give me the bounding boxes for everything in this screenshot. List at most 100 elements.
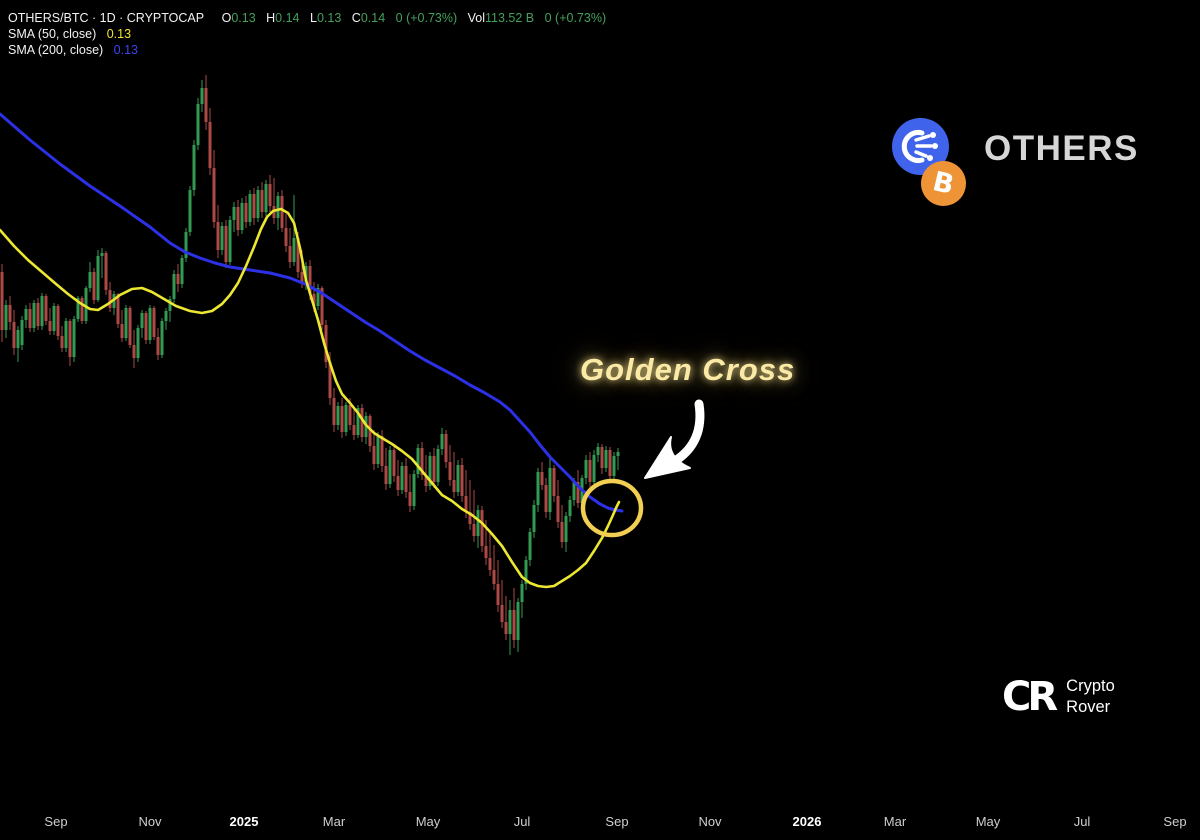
candle-body <box>512 610 516 640</box>
candle-body <box>252 194 256 218</box>
candle-body <box>420 448 424 475</box>
axis-month-label: May <box>975 814 1001 829</box>
candle-body <box>104 253 108 290</box>
candle-body <box>608 450 612 476</box>
axis-month-label: May <box>415 814 441 829</box>
candle-body <box>68 321 72 357</box>
candle-body <box>460 465 464 496</box>
candle-body <box>344 405 348 432</box>
close-label: C <box>351 11 361 25</box>
candle-body <box>528 532 532 560</box>
candle-body <box>48 321 52 331</box>
candle-body <box>156 337 160 355</box>
candle-body <box>452 480 456 492</box>
candle-body <box>88 272 92 288</box>
candle-body <box>476 510 480 536</box>
others-logo-icons: B <box>890 115 970 207</box>
candle-body <box>196 104 200 145</box>
candle-body <box>204 88 208 122</box>
candle-body <box>436 449 440 482</box>
candle-body <box>408 492 412 506</box>
candle-body <box>24 309 28 320</box>
crypto-rover-name: Crypto Rover <box>1066 676 1115 718</box>
open-label: O <box>221 11 232 25</box>
candle-body <box>380 436 384 466</box>
low-value: 0.13 <box>316 11 342 25</box>
candle-body <box>40 296 44 326</box>
candle-body <box>60 336 64 348</box>
candle-body <box>384 466 388 484</box>
candle-body <box>492 570 496 584</box>
candle-body <box>44 296 48 321</box>
candle-body <box>264 184 268 212</box>
candle-body <box>212 168 216 222</box>
candle-body <box>64 321 68 348</box>
crypto-rover-logo: CR Crypto Rover <box>1002 674 1115 720</box>
candle-body <box>92 272 96 300</box>
legend-row-sma200: SMA (200, close) 0.13 <box>8 42 606 58</box>
sma200-value: 0.13 <box>113 43 139 57</box>
candle-body <box>20 320 24 345</box>
candle-body <box>340 406 344 432</box>
others-logo: B OTHERS <box>890 115 1139 207</box>
candle-body <box>228 220 232 262</box>
candle-body <box>480 510 484 546</box>
candle-body <box>100 253 104 256</box>
crypto-rover-monogram: CR <box>1002 674 1058 720</box>
axis-year-label: 2025 <box>229 814 259 829</box>
legend-row-symbol: OTHERS/BTC · 1D · CRYPTOCAP O0.13 H0.14 … <box>8 10 606 26</box>
candle-body <box>508 610 512 634</box>
others-wordmark: OTHERS <box>984 129 1139 168</box>
others-index-icon <box>892 118 949 175</box>
candle-body <box>16 330 20 348</box>
candle-body <box>80 298 84 321</box>
candle-body <box>240 203 244 230</box>
candle-body <box>616 452 620 456</box>
axis-month-label: Jul <box>1073 814 1091 829</box>
volume-value: 113.52 B <box>485 11 535 25</box>
candle-body <box>376 436 380 464</box>
candle-body <box>164 311 168 321</box>
candle-body <box>568 500 572 516</box>
golden-cross-annotation: Golden Cross <box>580 352 796 387</box>
candle-body <box>180 258 184 284</box>
candle-body <box>244 203 248 222</box>
candle-body <box>428 456 432 486</box>
candle-body <box>360 408 364 437</box>
candle-body <box>584 460 588 478</box>
crypto-rover-name-line1: Crypto <box>1066 677 1115 695</box>
candle-body <box>524 560 528 584</box>
candle-body <box>464 496 468 512</box>
close-value: 0.14 <box>360 11 386 25</box>
candle-body <box>560 522 564 542</box>
candle-body <box>152 308 156 337</box>
candle-body <box>140 313 144 328</box>
candle-body <box>472 524 476 536</box>
candle-body <box>316 288 320 306</box>
candle-body <box>168 299 172 311</box>
candle-body <box>456 465 460 492</box>
candle-body <box>600 447 604 468</box>
candle-body <box>320 288 324 325</box>
candle-body <box>552 468 556 496</box>
candle-body <box>268 184 272 206</box>
symbol-legend: OTHERS/BTC · 1D · CRYPTOCAP O0.13 H0.14 … <box>8 10 606 58</box>
candle-body <box>8 305 12 322</box>
candle-body <box>32 303 36 328</box>
candle-body <box>76 298 80 319</box>
candle-body <box>556 496 560 522</box>
candle-body <box>260 190 264 212</box>
candle-body <box>200 88 204 104</box>
candle-body <box>368 416 372 446</box>
candle-body <box>576 482 580 503</box>
candle-body <box>148 308 152 340</box>
candle-body <box>440 434 444 449</box>
candle-body <box>128 308 132 345</box>
legend-row-sma50: SMA (50, close) 0.13 <box>8 26 606 42</box>
candle-body <box>284 228 288 246</box>
sma200-line <box>0 112 624 513</box>
candle-body <box>124 308 128 338</box>
candle-body <box>424 475 428 486</box>
open-value: 0.13 <box>231 11 256 25</box>
candle-body <box>120 324 124 338</box>
